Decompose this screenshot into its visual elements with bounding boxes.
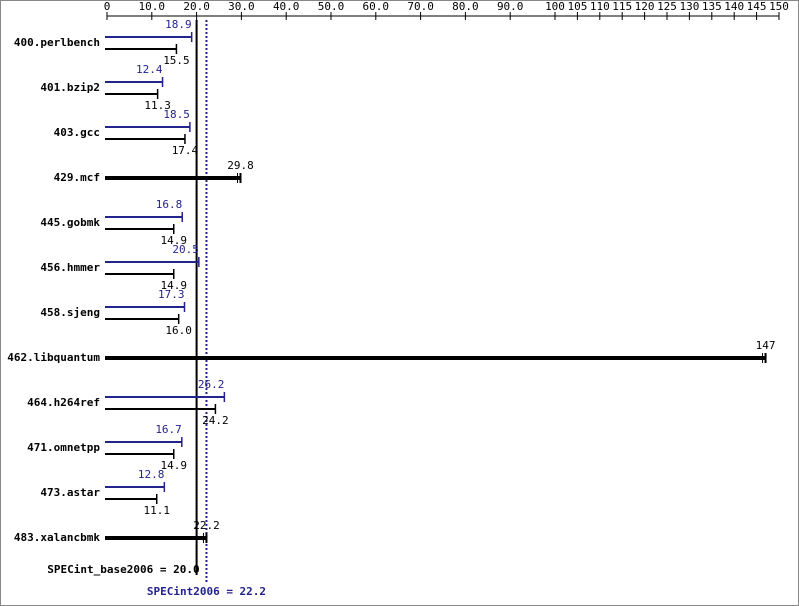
- value-label: 26.2: [198, 378, 225, 391]
- category-label: 445.gobmk: [40, 216, 100, 229]
- category-label: 462.libquantum: [7, 351, 100, 364]
- category-label: 483.xalancbmk: [14, 531, 100, 544]
- value-label: 22.2: [193, 519, 220, 532]
- x-tick-label: 20.0: [183, 0, 210, 13]
- x-tick-label: 130: [679, 0, 699, 13]
- x-tick-label: 125: [657, 0, 677, 13]
- x-tick-label: 150: [769, 0, 789, 13]
- value-label: 15.5: [163, 54, 190, 67]
- category-label: 464.h264ref: [27, 396, 100, 409]
- value-label: 12.8: [138, 468, 165, 481]
- value-label: 24.2: [202, 414, 229, 427]
- value-label: 17.4: [172, 144, 199, 157]
- x-tick-label: 0: [104, 0, 111, 13]
- category-label: 473.astar: [40, 486, 100, 499]
- category-label: 400.perlbench: [14, 36, 100, 49]
- category-label: 458.sjeng: [40, 306, 100, 319]
- x-tick-label: 140: [724, 0, 744, 13]
- value-label: 18.9: [165, 18, 192, 31]
- x-tick-label: 60.0: [363, 0, 390, 13]
- x-tick-label: 40.0: [273, 0, 300, 13]
- x-tick-label: 110: [590, 0, 610, 13]
- x-tick-label: 135: [702, 0, 722, 13]
- category-label: 401.bzip2: [40, 81, 100, 94]
- value-label: 17.3: [158, 288, 185, 301]
- x-tick-label: 30.0: [228, 0, 255, 13]
- x-tick-label: 70.0: [407, 0, 434, 13]
- value-label: 18.5: [163, 108, 190, 121]
- x-tick-label: 80.0: [452, 0, 479, 13]
- x-tick-label: 115: [612, 0, 632, 13]
- category-label: 471.omnetpp: [27, 441, 100, 454]
- category-label: 429.mcf: [54, 171, 100, 184]
- value-label: 29.8: [227, 159, 254, 172]
- value-label: 14.9: [161, 459, 188, 472]
- value-label: 16.0: [165, 324, 192, 337]
- reference-label: SPECint2006 = 22.2: [147, 585, 266, 598]
- value-label: 147: [756, 339, 776, 352]
- category-label: 403.gcc: [54, 126, 100, 139]
- x-tick-label: 50.0: [318, 0, 345, 13]
- value-label: 16.8: [156, 198, 183, 211]
- reference-label: SPECint_base2006 = 20.0: [47, 563, 199, 576]
- category-label: 456.hmmer: [40, 261, 100, 274]
- value-label: 14.9: [161, 279, 188, 292]
- x-tick-label: 100: [545, 0, 565, 13]
- value-label: 12.4: [136, 63, 163, 76]
- x-tick-label: 10.0: [139, 0, 166, 13]
- value-label: 20.5: [172, 243, 199, 256]
- x-tick-label: 105: [567, 0, 587, 13]
- value-label: 11.3: [144, 99, 171, 112]
- x-tick-label: 120: [635, 0, 655, 13]
- value-label: 14.9: [161, 234, 188, 247]
- value-label: 16.7: [155, 423, 182, 436]
- value-label: 11.1: [143, 504, 170, 517]
- x-tick-label: 145: [747, 0, 767, 13]
- x-tick-label: 90.0: [497, 0, 524, 13]
